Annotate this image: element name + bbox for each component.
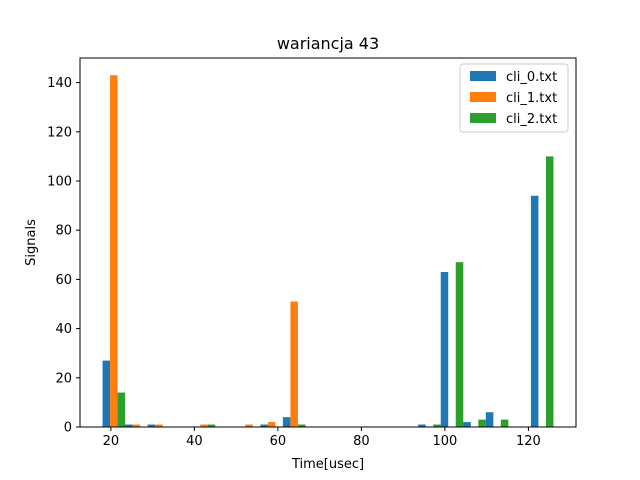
bar-cli-1-txt-bin-0 — [110, 75, 118, 427]
bar-cli-0-txt-bin-14 — [418, 424, 426, 427]
bar-cli-2-txt-bin-0 — [117, 392, 126, 427]
y-tick-label-20: 20 — [55, 371, 72, 386]
legend-label-2: cli_2.txt — [506, 112, 557, 127]
y-tick-label-100: 100 — [47, 175, 72, 190]
x-axis: 20 40 60 80 100 120 — [103, 427, 541, 449]
y-axis-label: Signals — [24, 219, 39, 266]
x-tick-label-100: 100 — [432, 434, 457, 449]
x-axis-label: Time[usec] — [291, 457, 364, 472]
x-tick-label-120: 120 — [516, 434, 541, 449]
y-tick-label-0: 0 — [64, 421, 72, 436]
bar-cli-1-txt-bin-8 — [290, 301, 298, 427]
x-tick-label-20: 20 — [103, 434, 120, 449]
bar-cli-2-txt-bin-17 — [500, 419, 509, 427]
bar-cli-0-txt-bin-2 — [147, 424, 156, 427]
y-axis: 0 20 40 60 80 100 120 140 — [47, 76, 80, 436]
legend: cli_0.txt cli_1.txt cli_2.txt — [459, 63, 569, 133]
bar-cli-0-txt-bin-7 — [260, 424, 268, 427]
bar-cli-2-txt-bin-8 — [297, 424, 306, 427]
x-tick-label-60: 60 — [270, 434, 287, 449]
y-tick-label-140: 140 — [47, 76, 72, 91]
bar-cli-2-txt-bin-19 — [545, 156, 554, 427]
legend-label-0: cli_0.txt — [506, 70, 557, 85]
y-tick-label-40: 40 — [55, 322, 72, 337]
x-tick-label-80: 80 — [353, 434, 370, 449]
bar-cli-0-txt-bin-8 — [282, 417, 291, 427]
legend-swatch-0 — [470, 71, 496, 81]
plot-frame — [79, 57, 577, 428]
bar-cli-0-txt-bin-1 — [125, 424, 133, 427]
bar-cli-1-txt-bin-6 — [245, 424, 253, 427]
bar-cli-0-txt-bin-15 — [440, 272, 449, 427]
bar-cli-2-txt-bin-15 — [455, 262, 464, 427]
bar-cli-1-txt-bin-4 — [200, 424, 208, 427]
y-tick-label-120: 120 — [47, 125, 72, 140]
legend-swatch-2 — [470, 113, 496, 123]
bars-group — [102, 75, 554, 427]
y-tick-label-80: 80 — [55, 224, 72, 239]
legend-swatch-1 — [470, 92, 496, 102]
bar-cli-0-txt-bin-19 — [530, 195, 539, 427]
bar-cli-1-txt-bin-2 — [155, 424, 163, 427]
bar-cli-2-txt-bin-4 — [207, 424, 216, 427]
bar-cli-1-txt-bin-1 — [132, 424, 141, 427]
bar-cli-1-txt-bin-7 — [267, 422, 276, 427]
bar-cli-0-txt-bin-0 — [102, 360, 111, 427]
legend-label-1: cli_1.txt — [506, 91, 557, 106]
bar-cli-0-txt-bin-16 — [463, 422, 471, 427]
bar-cli-0-txt-bin-17 — [485, 412, 494, 427]
x-tick-label-40: 40 — [186, 434, 203, 449]
bar-cli-2-txt-bin-14 — [433, 424, 441, 427]
y-tick-label-60: 60 — [55, 273, 72, 288]
bar-cli-2-txt-bin-16 — [478, 419, 486, 427]
chart-title: wariancja 43 — [277, 34, 379, 53]
